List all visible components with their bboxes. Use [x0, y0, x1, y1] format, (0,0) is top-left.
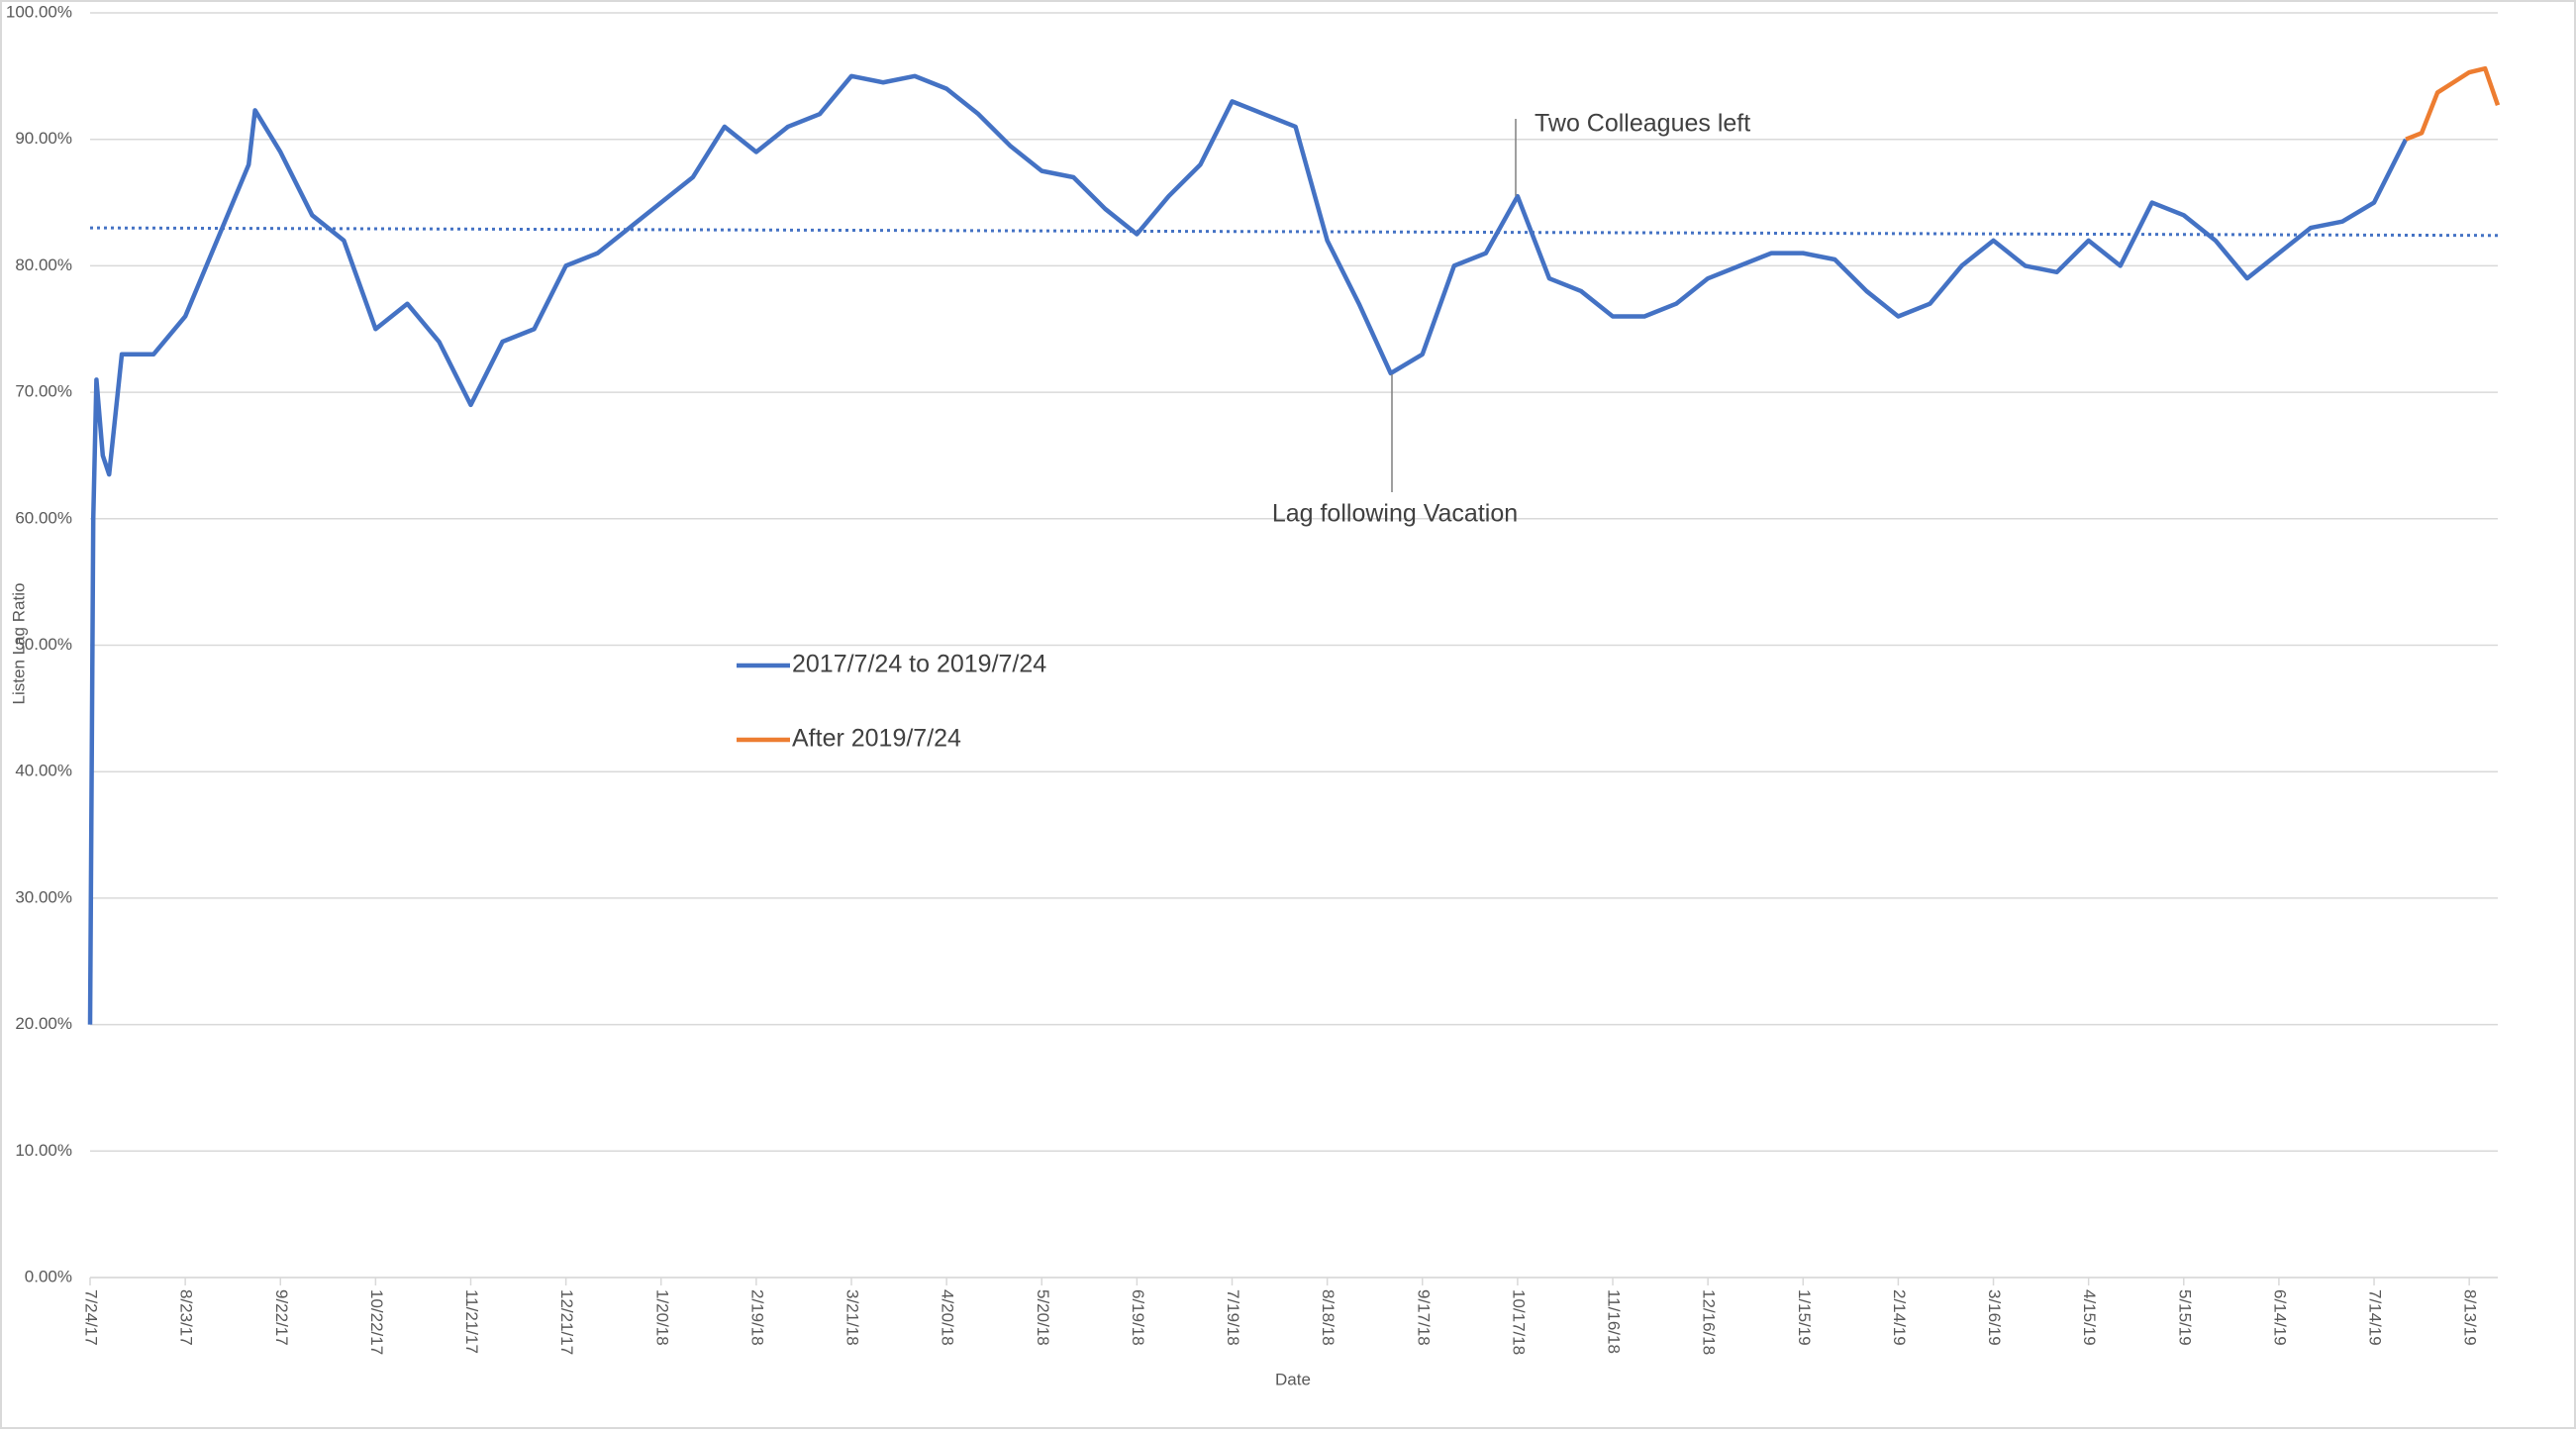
y-tick-label: 80.00% [15, 256, 72, 274]
y-tick-label: 30.00% [15, 887, 72, 906]
annotation: Lag following Vacation [1272, 500, 1518, 528]
x-tick-label: 1/20/18 [652, 1289, 671, 1346]
x-tick-label: 2/14/19 [1890, 1289, 1909, 1346]
y-tick-label: 90.00% [15, 129, 72, 148]
x-tick-label: 4/20/18 [939, 1289, 957, 1346]
marks [87, 65, 2501, 1025]
x-tick-label: 9/17/18 [1414, 1289, 1433, 1346]
annotation: Two Colleagues left [1535, 110, 1750, 138]
y-tick-label: 70.00% [15, 382, 72, 401]
x-tick-label: 4/15/19 [2080, 1289, 2099, 1346]
x-tick-label: 7/19/18 [1224, 1289, 1242, 1346]
x-tick-label: 7/24/17 [82, 1289, 101, 1346]
y-tick-label: 20.00% [15, 1014, 72, 1033]
x-tick-label: 8/18/18 [1319, 1289, 1338, 1346]
x-tick-label: 1/15/19 [1795, 1289, 1814, 1346]
x-tick-label: 8/23/17 [177, 1289, 196, 1346]
y-axis-label: Listen Lag Ratio [9, 583, 28, 705]
x-tick-label: 12/21/17 [557, 1289, 576, 1355]
y-tick-label: 10.00% [15, 1141, 72, 1160]
x-tick-label: 11/21/17 [462, 1289, 481, 1354]
x-axis-label: Date [1275, 1370, 1311, 1388]
x-tick-label: 3/16/19 [1985, 1289, 2004, 1346]
x-tick-label: 2/19/18 [747, 1289, 766, 1346]
y-tick-label: 100.00% [6, 2, 72, 21]
x-tick-label: 9/22/17 [272, 1289, 291, 1346]
y-tick-label: 50.00% [15, 635, 72, 654]
grid [89, 12, 2498, 1285]
x-tick-label: 12/16/18 [1700, 1289, 1719, 1355]
x-tick-label: 3/21/18 [843, 1289, 862, 1346]
x-tick-label: 6/14/19 [2270, 1289, 2289, 1346]
y-tick-label: 0.00% [25, 1267, 72, 1285]
series-line [87, 73, 2409, 1025]
x-tick-label: 8/13/19 [2461, 1289, 2480, 1346]
legend-label: 2017/7/24 to 2019/7/24 [792, 651, 1046, 678]
series-line [2405, 65, 2501, 142]
x-tick-label: 6/19/18 [1129, 1289, 1147, 1346]
x-tick-label: 10/17/18 [1509, 1289, 1528, 1355]
legend-label: After 2019/7/24 [792, 725, 961, 753]
x-tick-label: 11/16/18 [1605, 1289, 1624, 1354]
x-tick-label: 5/15/19 [2175, 1289, 2194, 1346]
y-tick-label: 60.00% [15, 508, 72, 527]
y-tick-label: 40.00% [15, 762, 72, 780]
x-tick-label: 7/14/19 [2366, 1289, 2385, 1346]
x-tick-label: 10/22/17 [367, 1289, 386, 1355]
x-tick-label: 5/20/18 [1034, 1289, 1052, 1346]
